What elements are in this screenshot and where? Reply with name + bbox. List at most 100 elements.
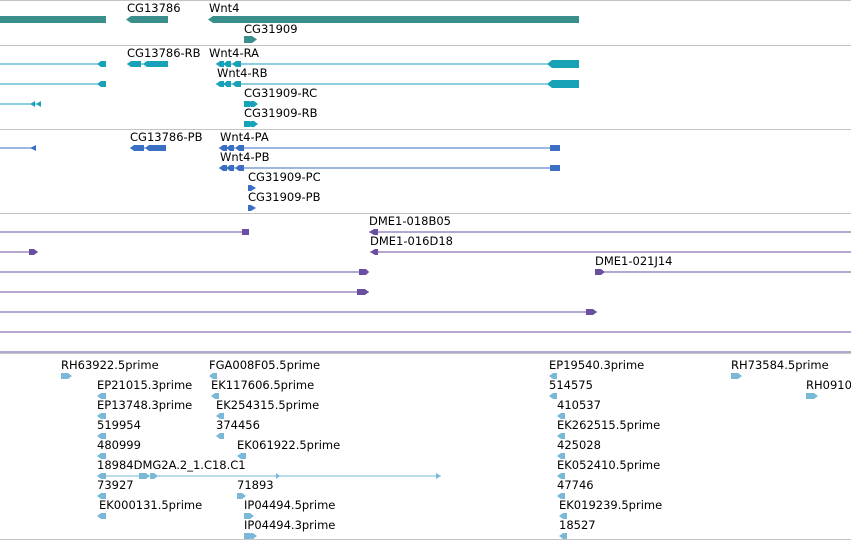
protein-exon[interactable] — [248, 205, 256, 211]
gene-feature[interactable] — [0, 16, 106, 23]
est-label: 73927 — [97, 478, 134, 492]
est-feature[interactable] — [244, 513, 254, 519]
est-feature[interactable] — [97, 473, 106, 479]
transcript-exon[interactable] — [232, 61, 241, 67]
est-feature[interactable] — [436, 473, 441, 479]
est-label: EP21015.3prime — [97, 378, 192, 392]
est-label: 374456 — [216, 418, 260, 432]
est-feature[interactable] — [97, 513, 106, 519]
protein-label: Wnt4-PB — [220, 150, 270, 164]
transcript-exon[interactable] — [547, 60, 579, 68]
est-feature[interactable] — [150, 473, 158, 479]
est-feature[interactable] — [549, 393, 557, 399]
clone-end-marker — [242, 229, 249, 235]
est-feature[interactable] — [97, 493, 106, 499]
protein-exon[interactable] — [30, 145, 36, 151]
est-label: EK052410.5prime — [557, 458, 660, 472]
est-feature[interactable] — [211, 393, 219, 399]
transcript-exon[interactable] — [232, 81, 241, 87]
est-feature[interactable] — [557, 473, 565, 479]
clone-end-marker — [359, 269, 369, 275]
protein-label: CG31909-PC — [248, 170, 321, 184]
est-feature[interactable] — [209, 373, 217, 379]
protein-exon[interactable] — [248, 185, 256, 191]
est-label: 18527 — [559, 518, 596, 532]
transcript-exon[interactable] — [127, 61, 141, 67]
protein-label: CG31909-PB — [248, 190, 321, 204]
est-feature[interactable] — [559, 533, 567, 539]
est-feature[interactable] — [97, 413, 106, 419]
protein-exon[interactable] — [219, 145, 227, 151]
transcript-exon[interactable] — [547, 80, 579, 88]
protein-exon[interactable] — [550, 145, 560, 151]
protein-label: Wnt4-PA — [220, 130, 269, 144]
est-feature[interactable] — [557, 453, 565, 459]
protein-exon[interactable] — [226, 165, 234, 171]
clone-label: DME1-018B05 — [369, 214, 451, 228]
est-feature[interactable] — [237, 493, 246, 499]
transcript-label: Wnt4-RA — [209, 46, 259, 60]
transcript-label: CG31909-RC — [244, 86, 317, 100]
transcript-label: CG31909-RB — [244, 106, 318, 120]
est-feature[interactable] — [731, 373, 742, 379]
transcript-exon[interactable] — [216, 61, 224, 67]
est-label: 71893 — [237, 478, 274, 492]
gene-feature-cg31909[interactable] — [244, 36, 257, 43]
est-feature[interactable] — [97, 393, 106, 399]
transcript-track: CG13786-RB Wnt4-RA Wnt4-RB CG31909-RC CG… — [0, 46, 579, 127]
gene-feature-wnt4[interactable] — [208, 16, 579, 23]
transcript-exon[interactable] — [164, 61, 168, 67]
est-feature[interactable] — [251, 533, 257, 539]
protein-exon[interactable] — [145, 145, 166, 151]
protein-exon[interactable] — [130, 145, 144, 151]
est-feature[interactable] — [557, 413, 565, 419]
transcript-exon[interactable] — [36, 101, 41, 107]
est-feature[interactable] — [216, 413, 224, 419]
est-label: EK117606.5prime — [211, 378, 314, 392]
clone-end-marker — [357, 289, 369, 295]
est-label: IP04494.3prime — [244, 518, 335, 532]
est-feature[interactable] — [237, 453, 246, 459]
protein-track: CG13786-PB Wnt4-PA Wnt4-PB CG31909-PC CG… — [0, 130, 560, 211]
transcript-exon[interactable] — [251, 121, 258, 127]
protein-exon[interactable] — [550, 165, 560, 171]
est-label: EK061922.5prime — [237, 438, 340, 452]
est-feature[interactable] — [557, 493, 565, 499]
protein-exon[interactable] — [226, 145, 234, 151]
est-label: RH63922.5prime — [61, 358, 159, 372]
est-feature[interactable] — [139, 473, 150, 479]
transcript-exon[interactable] — [97, 81, 106, 87]
gene-label: CG31909 — [244, 22, 298, 36]
est-feature[interactable] — [549, 373, 557, 379]
gene-feature-cg13786[interactable] — [126, 16, 168, 23]
est-feature[interactable] — [557, 433, 565, 439]
est-feature[interactable] — [276, 473, 280, 479]
protein-exon[interactable] — [235, 145, 244, 151]
transcript-exon[interactable] — [216, 81, 224, 87]
est-label: EP19540.3prime — [549, 358, 644, 372]
est-label: EK019239.5prime — [559, 498, 662, 512]
est-feature[interactable] — [97, 433, 106, 439]
transcript-exon[interactable] — [223, 81, 231, 87]
transcript-exon[interactable] — [30, 101, 35, 107]
est-feature[interactable] — [559, 513, 567, 519]
transcript-exon[interactable] — [97, 61, 106, 67]
clone-label: DME1-016D18 — [370, 234, 453, 248]
protein-exon[interactable] — [235, 165, 244, 171]
transcript-exon[interactable] — [251, 101, 258, 107]
est-label: FGA008F05.5prime — [209, 358, 320, 372]
gene-label: Wnt4 — [209, 1, 240, 15]
est-feature[interactable] — [216, 433, 224, 439]
est-feature[interactable] — [61, 373, 72, 379]
est-label: EP13748.3prime — [97, 398, 192, 412]
transcript-exon[interactable] — [143, 61, 164, 67]
transcript-exon[interactable] — [223, 61, 231, 67]
est-feature[interactable] — [97, 453, 106, 459]
est-feature[interactable] — [806, 393, 818, 399]
est-label: EK000131.5prime — [99, 498, 202, 512]
clone-track: DME1-018B05 DME1-016D18 DME1-021J14 — [0, 214, 851, 353]
protein-exon[interactable] — [219, 165, 227, 171]
est-label: 410537 — [557, 398, 601, 412]
